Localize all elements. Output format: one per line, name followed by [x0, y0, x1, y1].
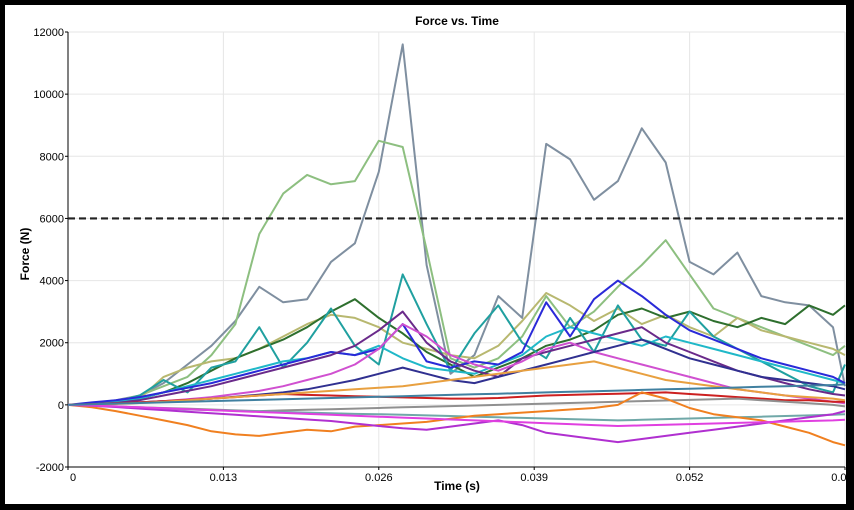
series-line-8: [67, 310, 846, 406]
force-time-chart: -2000 0 2000 4000 6000 8000 10000 12000 0 0.013 0.…: [5, 5, 846, 504]
x-tick-label: 0.052: [676, 472, 704, 484]
y-tick-label: -2000: [36, 462, 64, 474]
x-axis-title: Time (s): [434, 479, 480, 493]
y-tick-label: 8000: [40, 151, 64, 163]
y-tick-label: 0: [58, 400, 64, 412]
series-line-18: [67, 383, 846, 406]
y-tick-label: 6000: [40, 213, 64, 225]
chart-frame: -2000 0 2000 4000 6000 8000 10000 12000 0 0.013 0.…: [5, 5, 846, 504]
series-line-2: [67, 139, 846, 406]
x-tick-label: 0.026: [365, 472, 393, 484]
series-line-17: [67, 403, 846, 427]
x-tick-label: 0.039: [520, 472, 548, 484]
x-tick-label: 0.065: [831, 472, 846, 484]
series-line-9: [67, 323, 846, 406]
x-tick-label: 0.013: [210, 472, 238, 484]
y-tick-label: 2000: [40, 338, 64, 350]
y-tick-label: 12000: [33, 27, 64, 39]
series-line-7: [67, 279, 846, 406]
series-line-3: [67, 292, 846, 406]
y-tick-label: 10000: [33, 89, 64, 101]
series-line-15: [67, 391, 846, 447]
y-tick-label: 4000: [40, 276, 64, 288]
series-line-6: [67, 326, 846, 406]
series-line-4: [67, 298, 846, 406]
series-line-16: [67, 403, 846, 444]
x-tick-label: 0: [70, 472, 76, 484]
chart-title: Force vs. Time: [415, 14, 499, 28]
series-line-5: [67, 273, 846, 406]
y-axis-title: Force (N): [18, 228, 32, 281]
